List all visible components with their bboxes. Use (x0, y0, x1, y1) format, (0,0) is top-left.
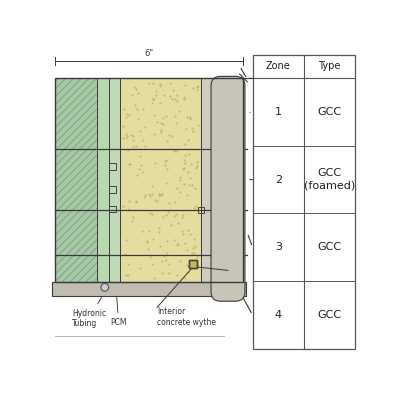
Text: GCC
(foamed): GCC (foamed) (304, 168, 355, 191)
FancyBboxPatch shape (211, 76, 245, 301)
Text: 6": 6" (144, 49, 154, 58)
Text: Interior
concrete wythe: Interior concrete wythe (157, 307, 216, 327)
Bar (109, 78, 120, 282)
Bar (213, 78, 243, 274)
Text: 2: 2 (275, 174, 282, 185)
Bar (109, 163, 116, 170)
Bar (109, 186, 116, 193)
Circle shape (101, 284, 109, 291)
Bar (120, 78, 201, 282)
Bar (97, 78, 109, 282)
Text: 1: 1 (275, 107, 282, 117)
Bar (52, 282, 246, 296)
Text: Type: Type (318, 61, 341, 71)
Text: Hydronic
Tubing: Hydronic Tubing (73, 294, 107, 328)
Text: 3: 3 (275, 242, 282, 252)
Text: GCC: GCC (317, 310, 342, 320)
Bar (190, 261, 197, 268)
Bar (253, 55, 355, 349)
Text: PCM: PCM (111, 294, 127, 327)
Bar (201, 78, 213, 282)
Bar (198, 207, 204, 213)
Bar (190, 261, 197, 268)
Bar (55, 78, 97, 282)
Bar (109, 206, 116, 212)
Text: GCC: GCC (317, 107, 342, 117)
Text: 4: 4 (275, 310, 282, 320)
Text: Zone: Zone (266, 61, 290, 71)
Bar (55, 78, 243, 282)
Text: GCC: GCC (317, 242, 342, 252)
Bar (55, 78, 243, 282)
